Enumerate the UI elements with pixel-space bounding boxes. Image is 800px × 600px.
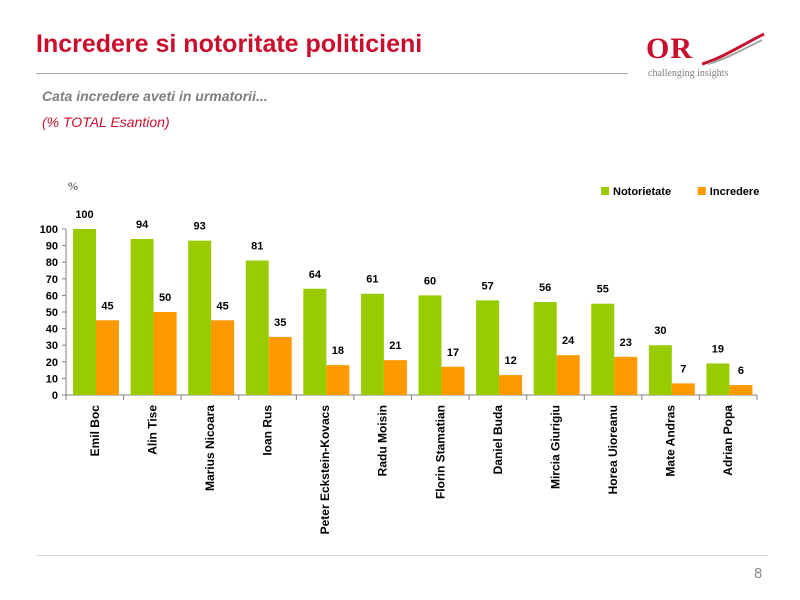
category-label: Mate Andras [664,405,678,477]
data-label: 21 [389,340,401,352]
bar-incredere [614,356,638,395]
category-label: Ioan Rus [261,405,275,456]
bar-notorietate [706,363,730,395]
data-label: 55 [597,284,609,296]
bar-incredere [96,320,119,395]
data-label: 24 [562,335,575,347]
y-tick-label: 80 [46,257,58,269]
y-tick-label: 70 [46,274,58,286]
data-label: 100 [75,209,93,221]
data-label: 6 [738,365,744,377]
y-tick-label: 90 [46,241,58,253]
company-logo: OR challenging insights [640,30,770,80]
bar-chart: % 0 10 20 30 40 50 60 70 80 90 100 100 94 93 81 64 61 60 57… [40,179,760,535]
bar-notorietate [360,293,384,395]
slide-title: Incredere si notoritate politicieni [36,30,423,58]
data-label: 23 [620,337,632,349]
category-label: Horea Uioreanu [606,405,620,494]
logo-swoosh-icon [701,32,765,66]
data-label: 81 [251,241,263,253]
category-label: Mircia Giurigiu [548,405,562,489]
bar-notorietate [648,345,672,395]
y-tick-label: 100 [40,224,58,236]
title-divider [36,73,628,74]
category-label: Daniel Buda [491,405,505,475]
data-label: 50 [159,292,171,304]
data-label: 93 [194,221,206,233]
data-label: 19 [712,343,724,355]
data-label: 57 [481,280,493,292]
data-label: 60 [424,275,436,287]
category-label: Marius Nicoara [203,405,217,491]
bar-incredere [499,375,523,395]
bar-notorietate [130,238,154,395]
category-label: Alin Tise [145,405,159,455]
y-tick-label: 40 [46,324,58,336]
legend-label: Incredere [710,186,760,198]
bar-incredere [671,383,695,395]
base-note: (% TOTAL Esantion) [42,114,170,130]
category-label: Florin Stamatian [433,405,447,499]
bar-incredere [556,355,580,395]
bar-notorietate [476,300,500,395]
bar-notorietate [245,260,269,395]
bar-notorietate [73,229,96,395]
data-label: 94 [136,219,149,231]
y-tick-label: 10 [46,373,58,385]
data-label: 61 [366,274,378,286]
bar-incredere [326,365,350,395]
legend-swatch [697,187,706,195]
data-label: 7 [680,363,686,375]
bar-notorietate [591,303,615,395]
bar-notorietate [303,288,327,395]
legend-label: Notorietate [613,186,671,198]
data-label: 17 [447,347,459,359]
data-label: 56 [539,282,551,294]
page-number: 8 [754,565,763,582]
data-label: 35 [274,317,286,329]
category-label: Peter Eckstein-Kovacs [318,405,332,535]
bar-notorietate [418,295,442,395]
bar-notorietate [188,240,212,395]
y-tick-label: 60 [46,290,58,302]
logo-tagline: challenging insights [648,68,729,79]
y-unit-label: % [68,179,78,193]
bar-incredere [383,360,407,395]
y-tick-label: 20 [46,357,58,369]
bar-incredere [211,320,235,395]
bar-notorietate [533,302,557,395]
legend-swatch [601,187,609,195]
data-label: 45 [217,300,229,312]
category-label: Radu Moisin [376,405,390,476]
category-label: Emil Boc [88,405,102,457]
bar-incredere [268,336,292,395]
data-label: 12 [504,355,516,367]
data-label: 64 [309,269,322,281]
y-tick-label: 0 [52,390,58,402]
category-label: Adrian Popa [721,405,735,476]
bar-incredere [729,385,753,395]
logo-text: OR [646,32,693,65]
data-label: 30 [654,325,666,337]
data-label: 18 [332,345,344,357]
bar-incredere [153,312,177,395]
footer-divider [36,555,768,556]
y-tick-label: 30 [46,340,58,352]
question-text: Cata incredere aveti in urmatorii... [42,88,268,104]
y-tick-label: 50 [46,307,58,319]
data-label: 45 [101,300,113,312]
bar-incredere [441,366,465,395]
